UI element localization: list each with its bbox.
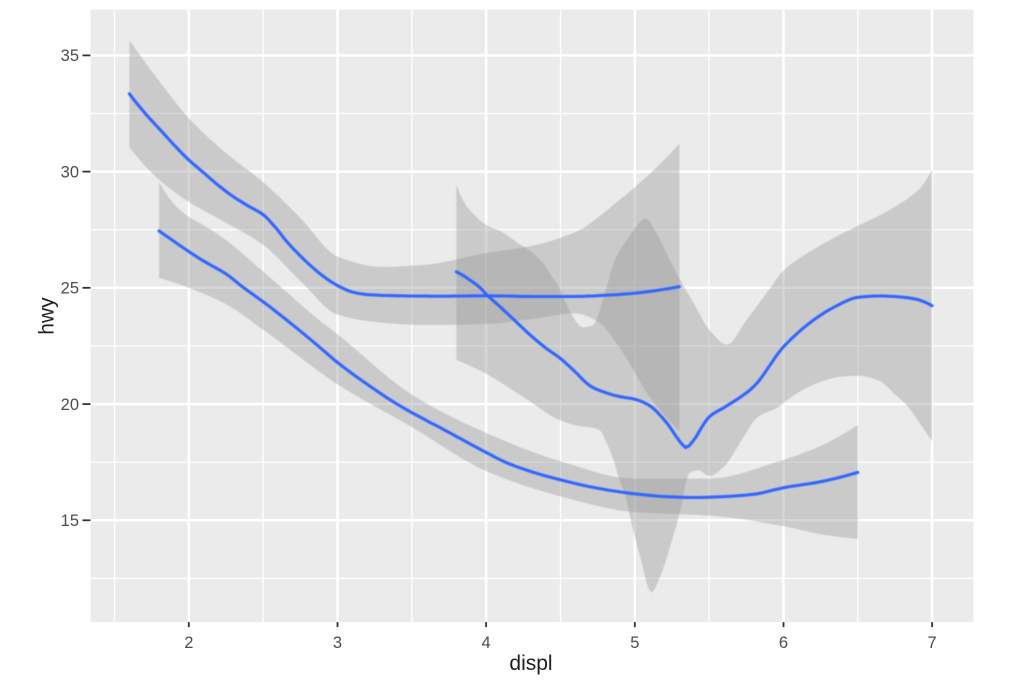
svg-text:hwy: hwy — [36, 297, 59, 335]
svg-text:15: 15 — [61, 512, 79, 530]
svg-text:25: 25 — [61, 280, 79, 298]
svg-text:5: 5 — [630, 634, 639, 652]
svg-text:2: 2 — [184, 634, 193, 652]
svg-text:35: 35 — [61, 47, 79, 65]
svg-text:4: 4 — [482, 634, 491, 652]
svg-text:20: 20 — [61, 396, 79, 414]
svg-text:displ: displ — [509, 652, 552, 675]
svg-text:7: 7 — [928, 634, 937, 652]
svg-text:30: 30 — [61, 163, 79, 181]
svg-text:6: 6 — [779, 634, 788, 652]
svg-text:3: 3 — [333, 634, 342, 652]
